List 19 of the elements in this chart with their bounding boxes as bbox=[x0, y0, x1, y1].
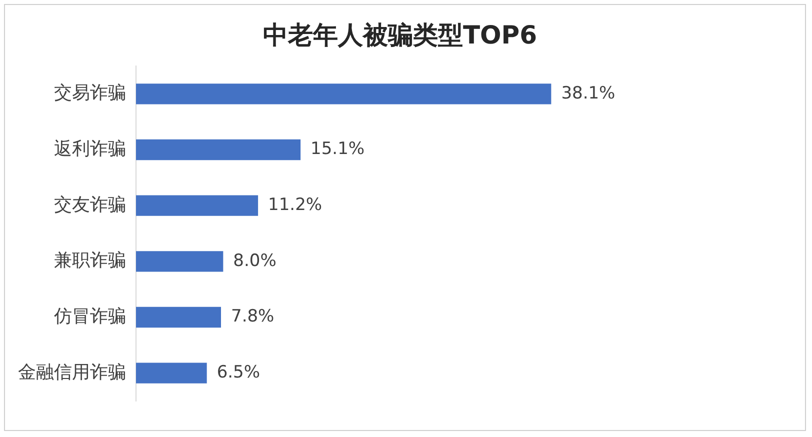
y-tick-label: 交易诈骗 bbox=[54, 82, 126, 104]
bar bbox=[136, 84, 552, 104]
y-tick-label: 返利诈骗 bbox=[54, 138, 126, 160]
data-label: 38.1% bbox=[561, 83, 616, 104]
y-tick-label: 兼职诈骗 bbox=[54, 250, 126, 272]
y-tick-label: 金融信用诈骗 bbox=[18, 362, 126, 383]
data-label: 11.2% bbox=[268, 195, 322, 216]
chart-title: 中老年人被骗类型TOP6 bbox=[262, 20, 538, 50]
bar bbox=[136, 139, 301, 160]
y-tick-label: 仿冒诈骗 bbox=[53, 306, 126, 327]
data-label: 8.0% bbox=[233, 250, 276, 271]
bar bbox=[136, 251, 224, 272]
data-label: 7.8% bbox=[231, 306, 274, 327]
data-label: 15.1% bbox=[310, 139, 365, 160]
bar bbox=[136, 195, 258, 216]
y-tick-label: 交友诈骗 bbox=[54, 194, 126, 216]
bar bbox=[136, 306, 221, 328]
data-label: 6.5% bbox=[216, 362, 260, 383]
bar bbox=[136, 362, 207, 384]
